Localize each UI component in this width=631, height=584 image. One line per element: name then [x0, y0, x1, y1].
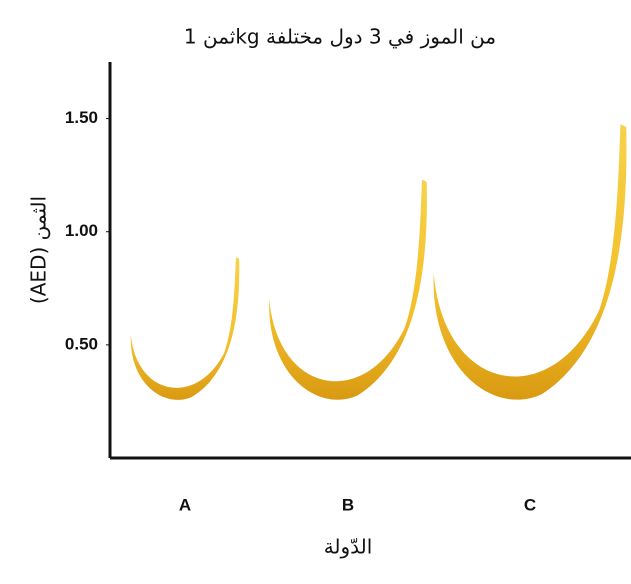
banana — [269, 179, 427, 400]
x-tick-label: A — [179, 495, 191, 514]
y-axis-label: (AED) الثمن — [27, 196, 51, 304]
y-tick-label: 1.50 — [65, 108, 98, 127]
y-tick-label: 1.00 — [65, 221, 98, 240]
x-axis-label: الدّولة — [324, 535, 373, 559]
y-tick-label: 0.50 — [65, 334, 98, 353]
x-tick-label: C — [524, 495, 536, 514]
banana — [130, 257, 240, 400]
banana — [433, 124, 627, 400]
x-tick-label: B — [342, 495, 354, 514]
chart-title: ثمن 1kg من الموز في 3 دول مختلفة — [184, 25, 496, 50]
